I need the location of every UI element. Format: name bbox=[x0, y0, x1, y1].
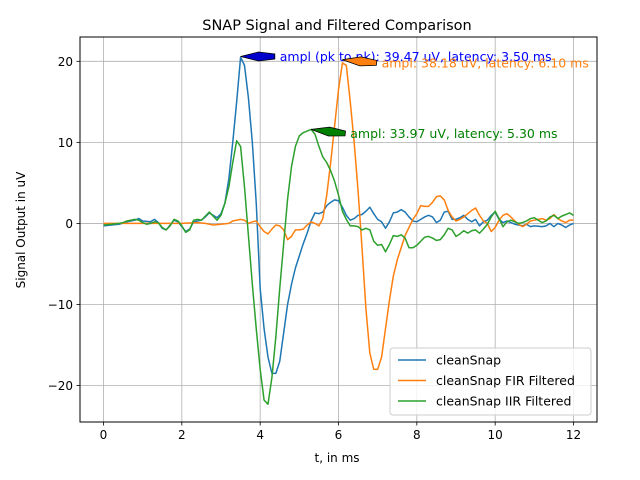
x-tick-label: 2 bbox=[178, 428, 186, 442]
x-tick-label: 6 bbox=[335, 428, 343, 442]
y-axis-label: Signal Output in uV bbox=[14, 171, 28, 289]
y-tick-label: −20 bbox=[48, 379, 73, 393]
chart-title: SNAP Signal and Filtered Comparison bbox=[202, 18, 472, 34]
x-tick-label: 0 bbox=[100, 428, 108, 442]
x-tick-label: 4 bbox=[256, 428, 264, 442]
y-tick-label: 20 bbox=[58, 55, 73, 69]
x-tick-label: 8 bbox=[413, 428, 421, 442]
x-tick-label: 10 bbox=[488, 428, 503, 442]
y-tick-label: 0 bbox=[65, 217, 73, 231]
annotation-text-2: ampl: 33.97 uV, latency: 5.30 ms bbox=[350, 126, 557, 141]
y-tick-label: 10 bbox=[58, 136, 73, 150]
y-tick-label: −10 bbox=[48, 298, 73, 312]
legend: cleanSnap cleanSnap FIR Filtered cleanSnap… bbox=[390, 348, 591, 415]
legend-label-0: cleanSnap bbox=[436, 353, 501, 368]
annotation-text-1: ampl: 38.18 uV, latency: 6.10 ms bbox=[382, 55, 589, 70]
x-axis-label: t, in ms bbox=[314, 451, 359, 465]
legend-label-1: cleanSnap FIR Filtered bbox=[436, 373, 575, 388]
x-tick-label: 12 bbox=[566, 428, 581, 442]
legend-label-2: cleanSnap IIR Filtered bbox=[436, 394, 571, 409]
